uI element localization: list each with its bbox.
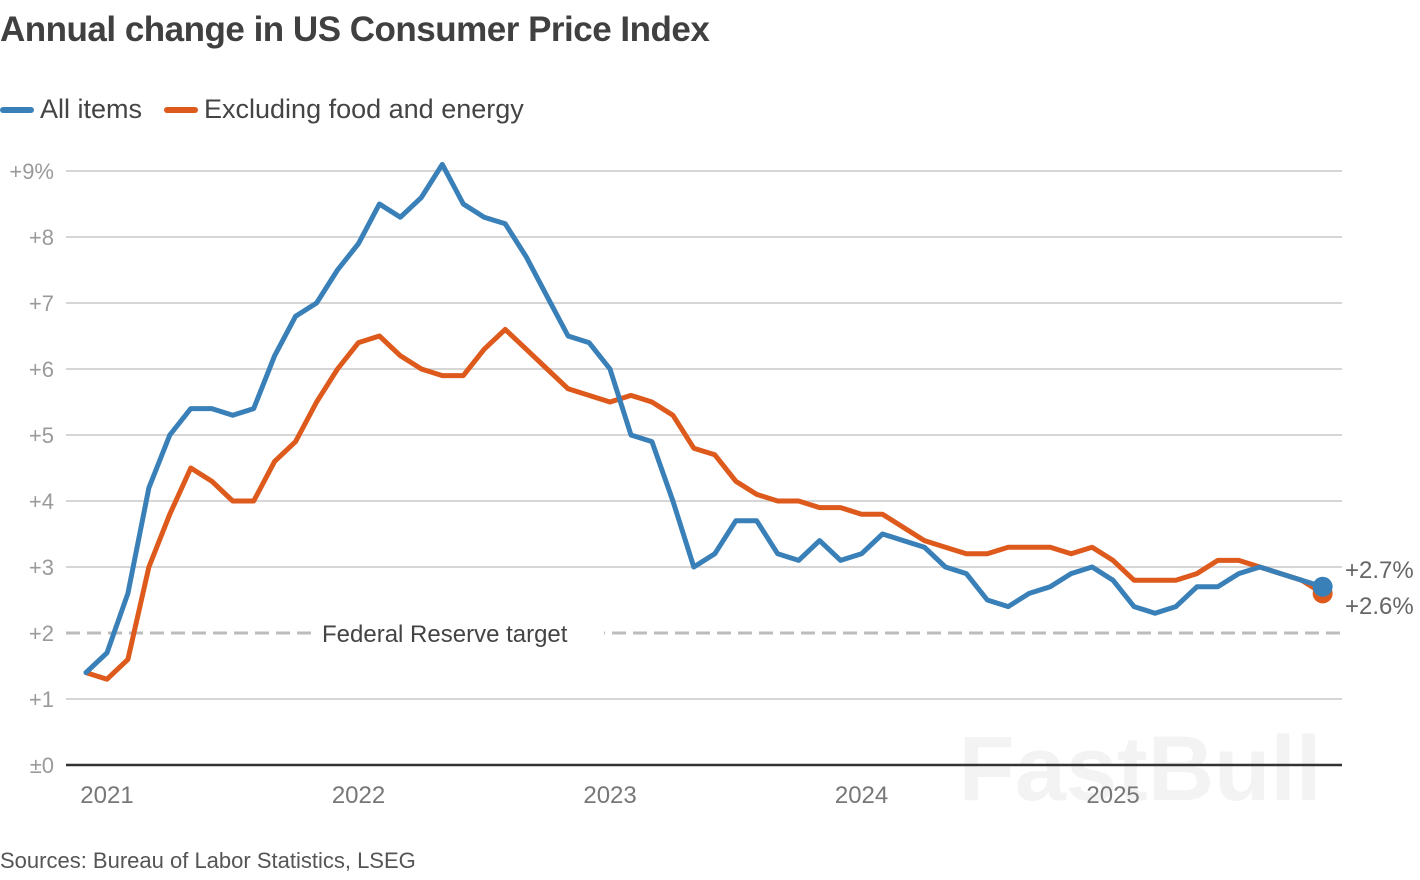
x-tick-label: 2022 [332, 782, 385, 809]
legend-label-core: Excluding food and energy [204, 94, 524, 124]
source-note: Sources: Bureau of Labor Statistics, LSE… [0, 848, 416, 873]
legend-swatch-all-items [0, 106, 34, 113]
fed-target-label-bg [318, 617, 604, 647]
fed-target-label: Federal Reserve target [322, 621, 568, 648]
y-tick-label: +7 [29, 291, 54, 316]
x-tick-label: 2025 [1086, 782, 1139, 809]
series-line-all-items [83, 161, 1326, 676]
x-tick-label: 2024 [835, 782, 888, 809]
y-tick-label: +8 [29, 225, 54, 250]
y-tick-label: +3 [29, 555, 54, 580]
y-tick-label: +5 [29, 423, 54, 448]
y-tick-label: +4 [29, 489, 54, 514]
end-label-core: +2.6% [1345, 593, 1414, 620]
y-tick-label: +2 [29, 621, 54, 646]
y-tick-label: +9% [9, 159, 54, 184]
end-label-all-items: +2.7% [1345, 557, 1414, 584]
end-point-all-items [1312, 576, 1333, 597]
legend-item-all-items: All items [0, 94, 142, 125]
y-tick-label: +6 [29, 357, 54, 382]
y-tick-label: ±0 [30, 753, 54, 778]
legend: All items Excluding food and energy [0, 94, 546, 125]
x-tick-label: 2021 [80, 782, 133, 809]
legend-label-all-items: All items [40, 94, 143, 124]
chart-title: Annual change in US Consumer Price Index [0, 10, 710, 49]
series-line-core [83, 326, 1326, 682]
x-tick-label: 2023 [583, 782, 636, 809]
y-tick-label: +1 [29, 687, 54, 712]
watermark: FastBull [959, 718, 1322, 820]
legend-swatch-core [164, 106, 199, 113]
legend-item-core: Excluding food and energy [164, 94, 524, 125]
